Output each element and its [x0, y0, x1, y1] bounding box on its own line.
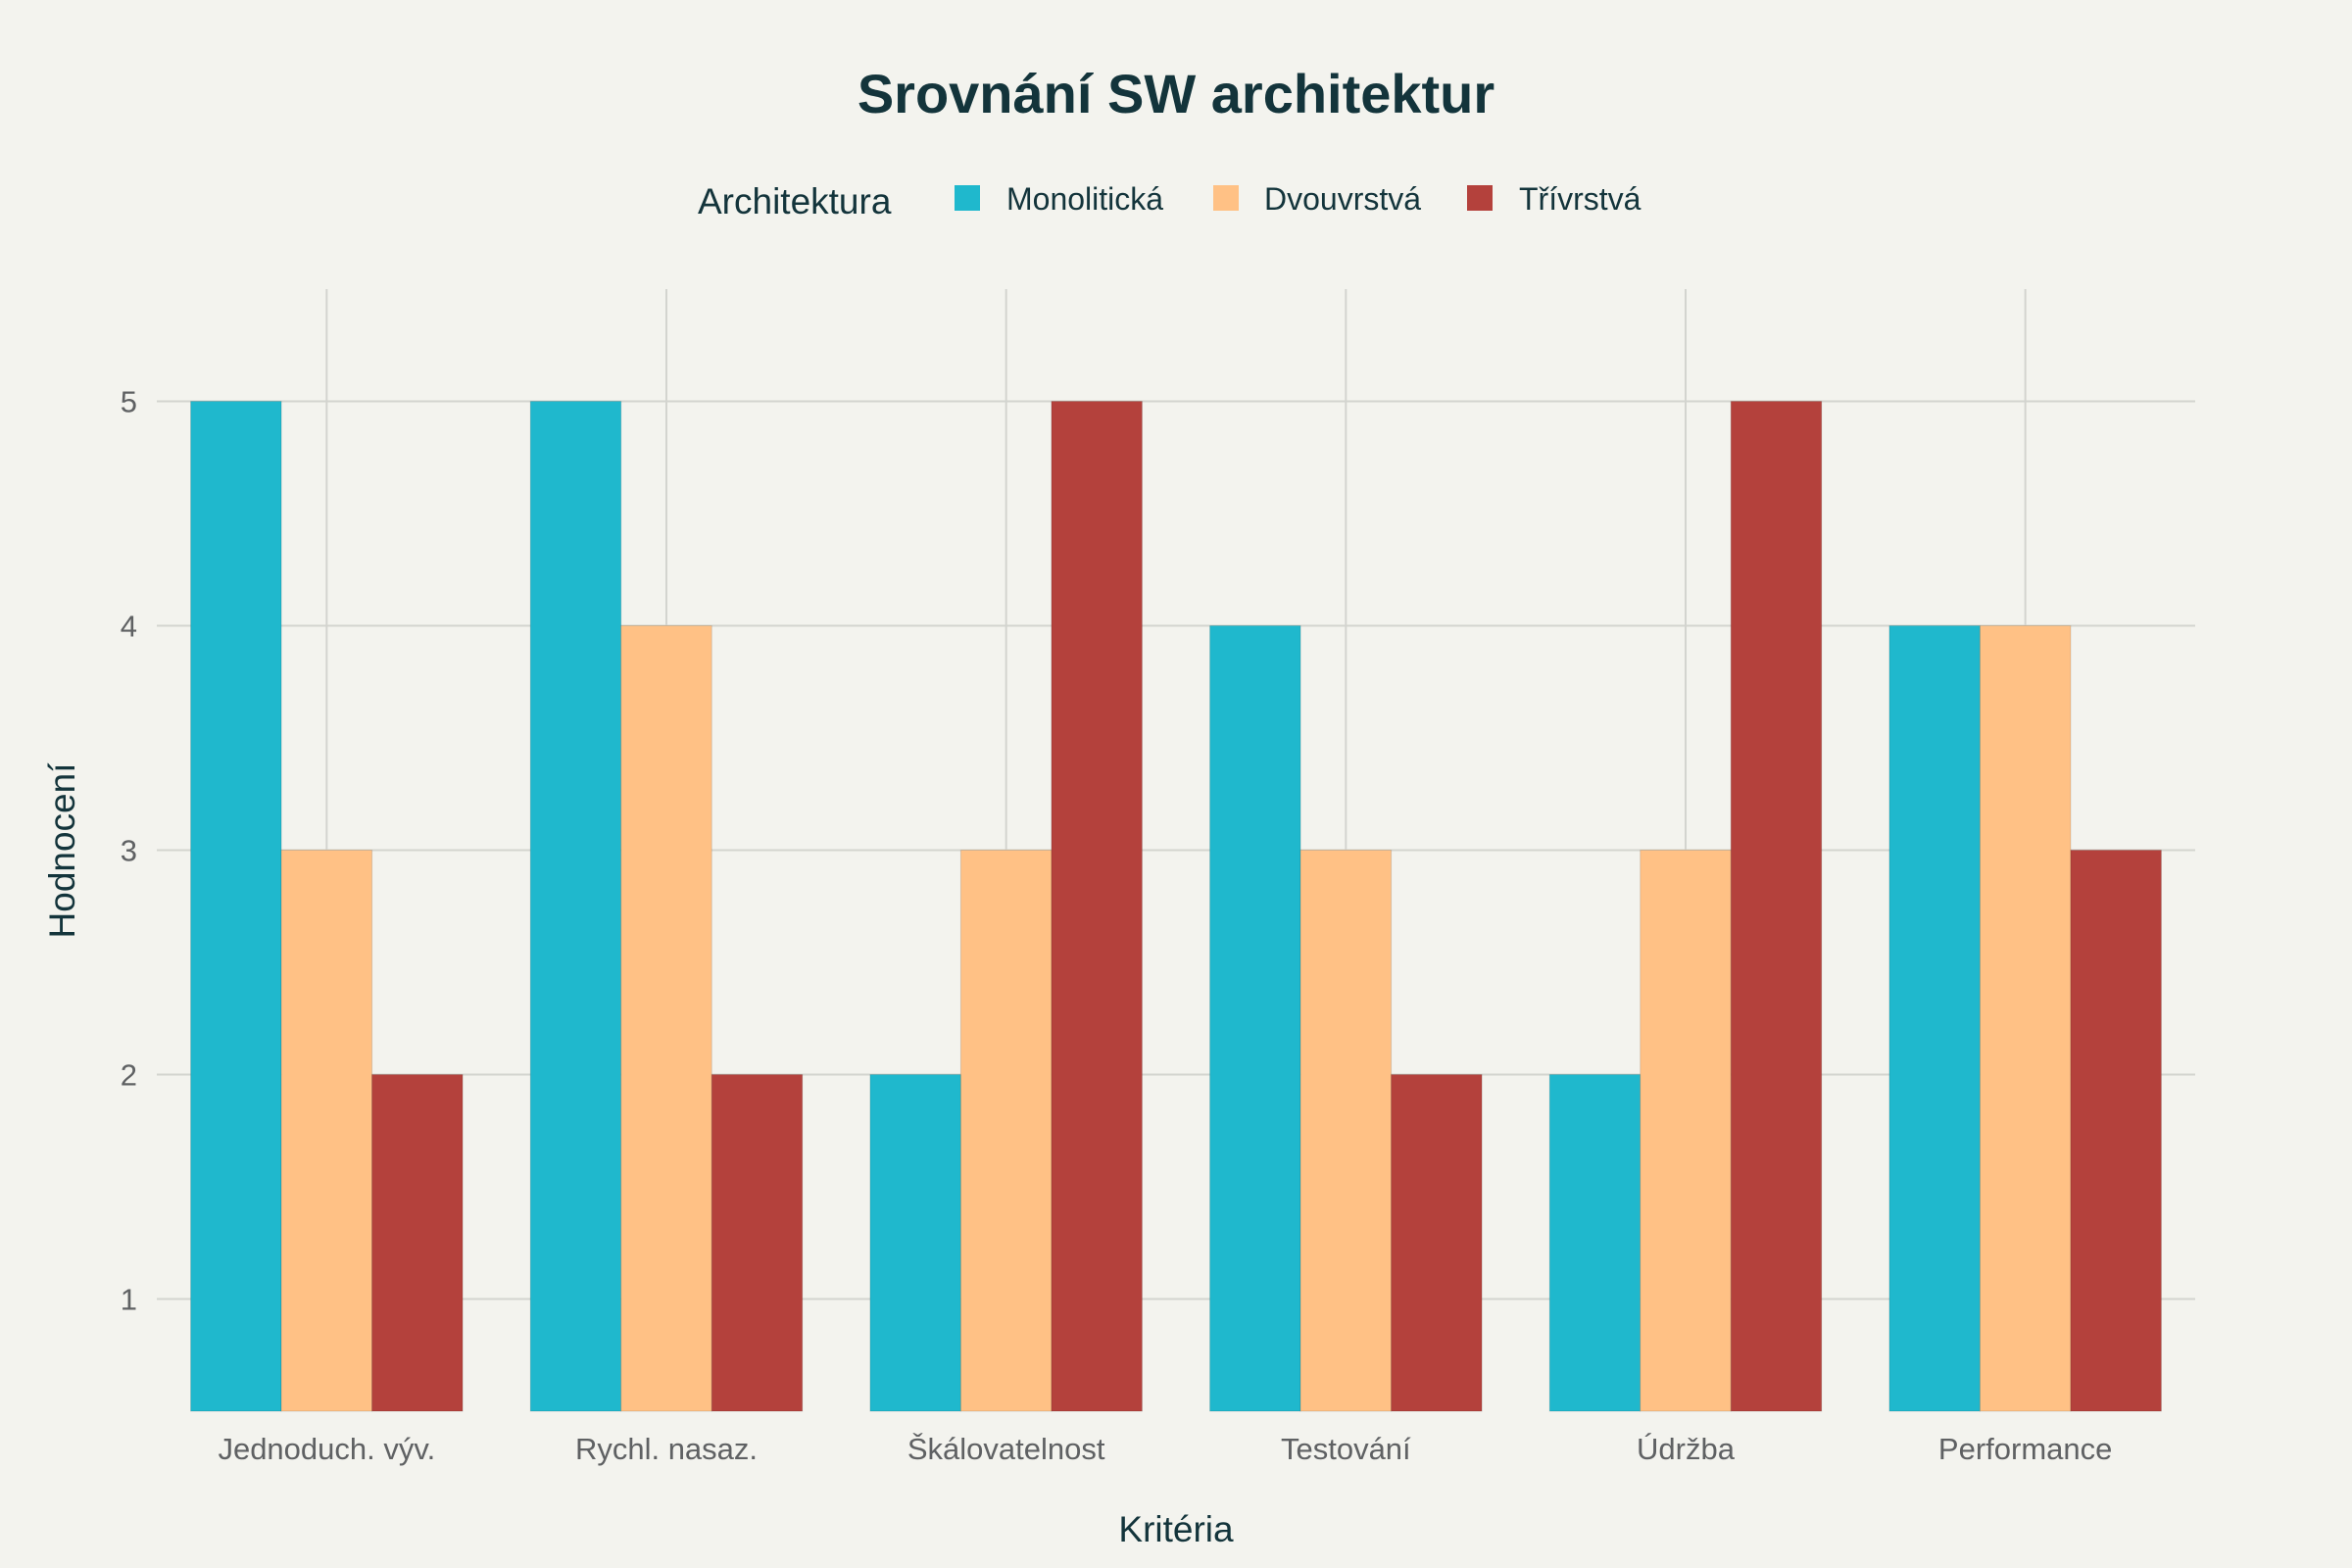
bar: [959, 850, 1053, 1412]
bars: [190, 401, 2162, 1412]
y-tick-label: 3: [121, 834, 137, 868]
bar: [1209, 625, 1301, 1412]
bar: [1888, 625, 1981, 1412]
y-axis-title: Hodnocení: [42, 762, 82, 939]
bar: [1979, 625, 2072, 1412]
x-tick-label: Škálovatelnost: [907, 1432, 1105, 1466]
bar: [1051, 401, 1143, 1412]
y-tick-label: 2: [121, 1058, 137, 1093]
x-tick-label: Údržba: [1637, 1432, 1736, 1466]
bar: [2070, 850, 2162, 1412]
bar: [1640, 850, 1732, 1412]
bar: [280, 850, 373, 1412]
legend-label: Dvouvrstvá: [1264, 181, 1421, 217]
legend: Architektura Monolitická Dvouvrstvá Třívrs…: [698, 181, 1642, 221]
legend-swatch: [1467, 185, 1493, 211]
y-tick-label: 4: [121, 610, 137, 644]
y-tick-label: 1: [121, 1283, 137, 1317]
y-tick-label: 5: [121, 385, 137, 419]
bar: [371, 1074, 464, 1412]
bar: [1730, 401, 1823, 1412]
x-tick-label: Performance: [1938, 1432, 2112, 1466]
bar: [620, 625, 712, 1412]
x-axis-ticks: Jednoduch. výv. Rychl. nasaz. Škálovatelno…: [218, 1432, 2112, 1466]
bar: [869, 1074, 961, 1412]
x-tick-label: Rychl. nasaz.: [575, 1432, 758, 1466]
x-axis-title: Kritéria: [1118, 1509, 1234, 1549]
legend-swatch: [955, 185, 980, 211]
legend-swatch: [1213, 185, 1239, 211]
y-axis-ticks: 1 2 3 4 5: [121, 385, 137, 1317]
x-tick-label: Jednoduch. výv.: [218, 1432, 435, 1466]
bar: [1548, 1074, 1642, 1412]
x-tick-label: Testování: [1281, 1432, 1411, 1466]
bar: [190, 401, 282, 1412]
bar: [710, 1074, 804, 1412]
chart-title: Srovnání SW architektur: [858, 63, 1494, 124]
legend-label: Třívrstvá: [1519, 181, 1642, 217]
bar: [1299, 850, 1393, 1412]
bar: [529, 401, 622, 1412]
bar: [1391, 1074, 1483, 1412]
legend-label: Monolitická: [1006, 181, 1163, 217]
legend-title: Architektura: [698, 181, 892, 221]
